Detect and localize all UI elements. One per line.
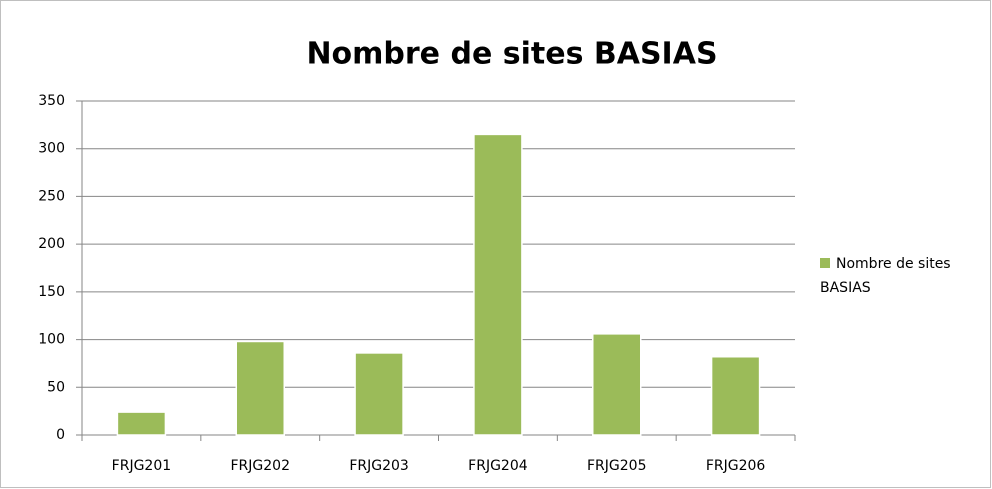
y-tick-label: 350 (38, 93, 65, 109)
y-tick-label: 100 (38, 332, 65, 348)
y-tick-label: 50 (47, 379, 65, 395)
bar (235, 340, 285, 436)
y-tick-label: 250 (38, 188, 65, 204)
x-tick-label: FRJG205 (587, 458, 646, 474)
bar (710, 355, 761, 436)
y-tick-label: 0 (56, 427, 65, 443)
bar (116, 411, 167, 436)
legend: Nombre de sites BASIAS (820, 252, 985, 300)
x-tick-label: FRJG206 (706, 458, 766, 474)
chart-title: Nombre de sites BASIAS (306, 37, 717, 72)
x-tick-label: FRJG203 (349, 458, 408, 474)
y-tick-label: 150 (38, 284, 65, 300)
x-tick-label: FRJG204 (468, 458, 528, 474)
bar (473, 133, 523, 436)
x-tick-label: FRJG202 (231, 458, 290, 474)
legend-key (820, 258, 830, 268)
y-tick-label: 300 (38, 141, 65, 157)
bar (592, 333, 642, 436)
bar (354, 352, 404, 436)
x-tick-label: FRJG201 (112, 458, 171, 474)
legend-label: Nombre de sites BASIAS (820, 256, 951, 296)
y-tick-label: 200 (38, 236, 65, 252)
